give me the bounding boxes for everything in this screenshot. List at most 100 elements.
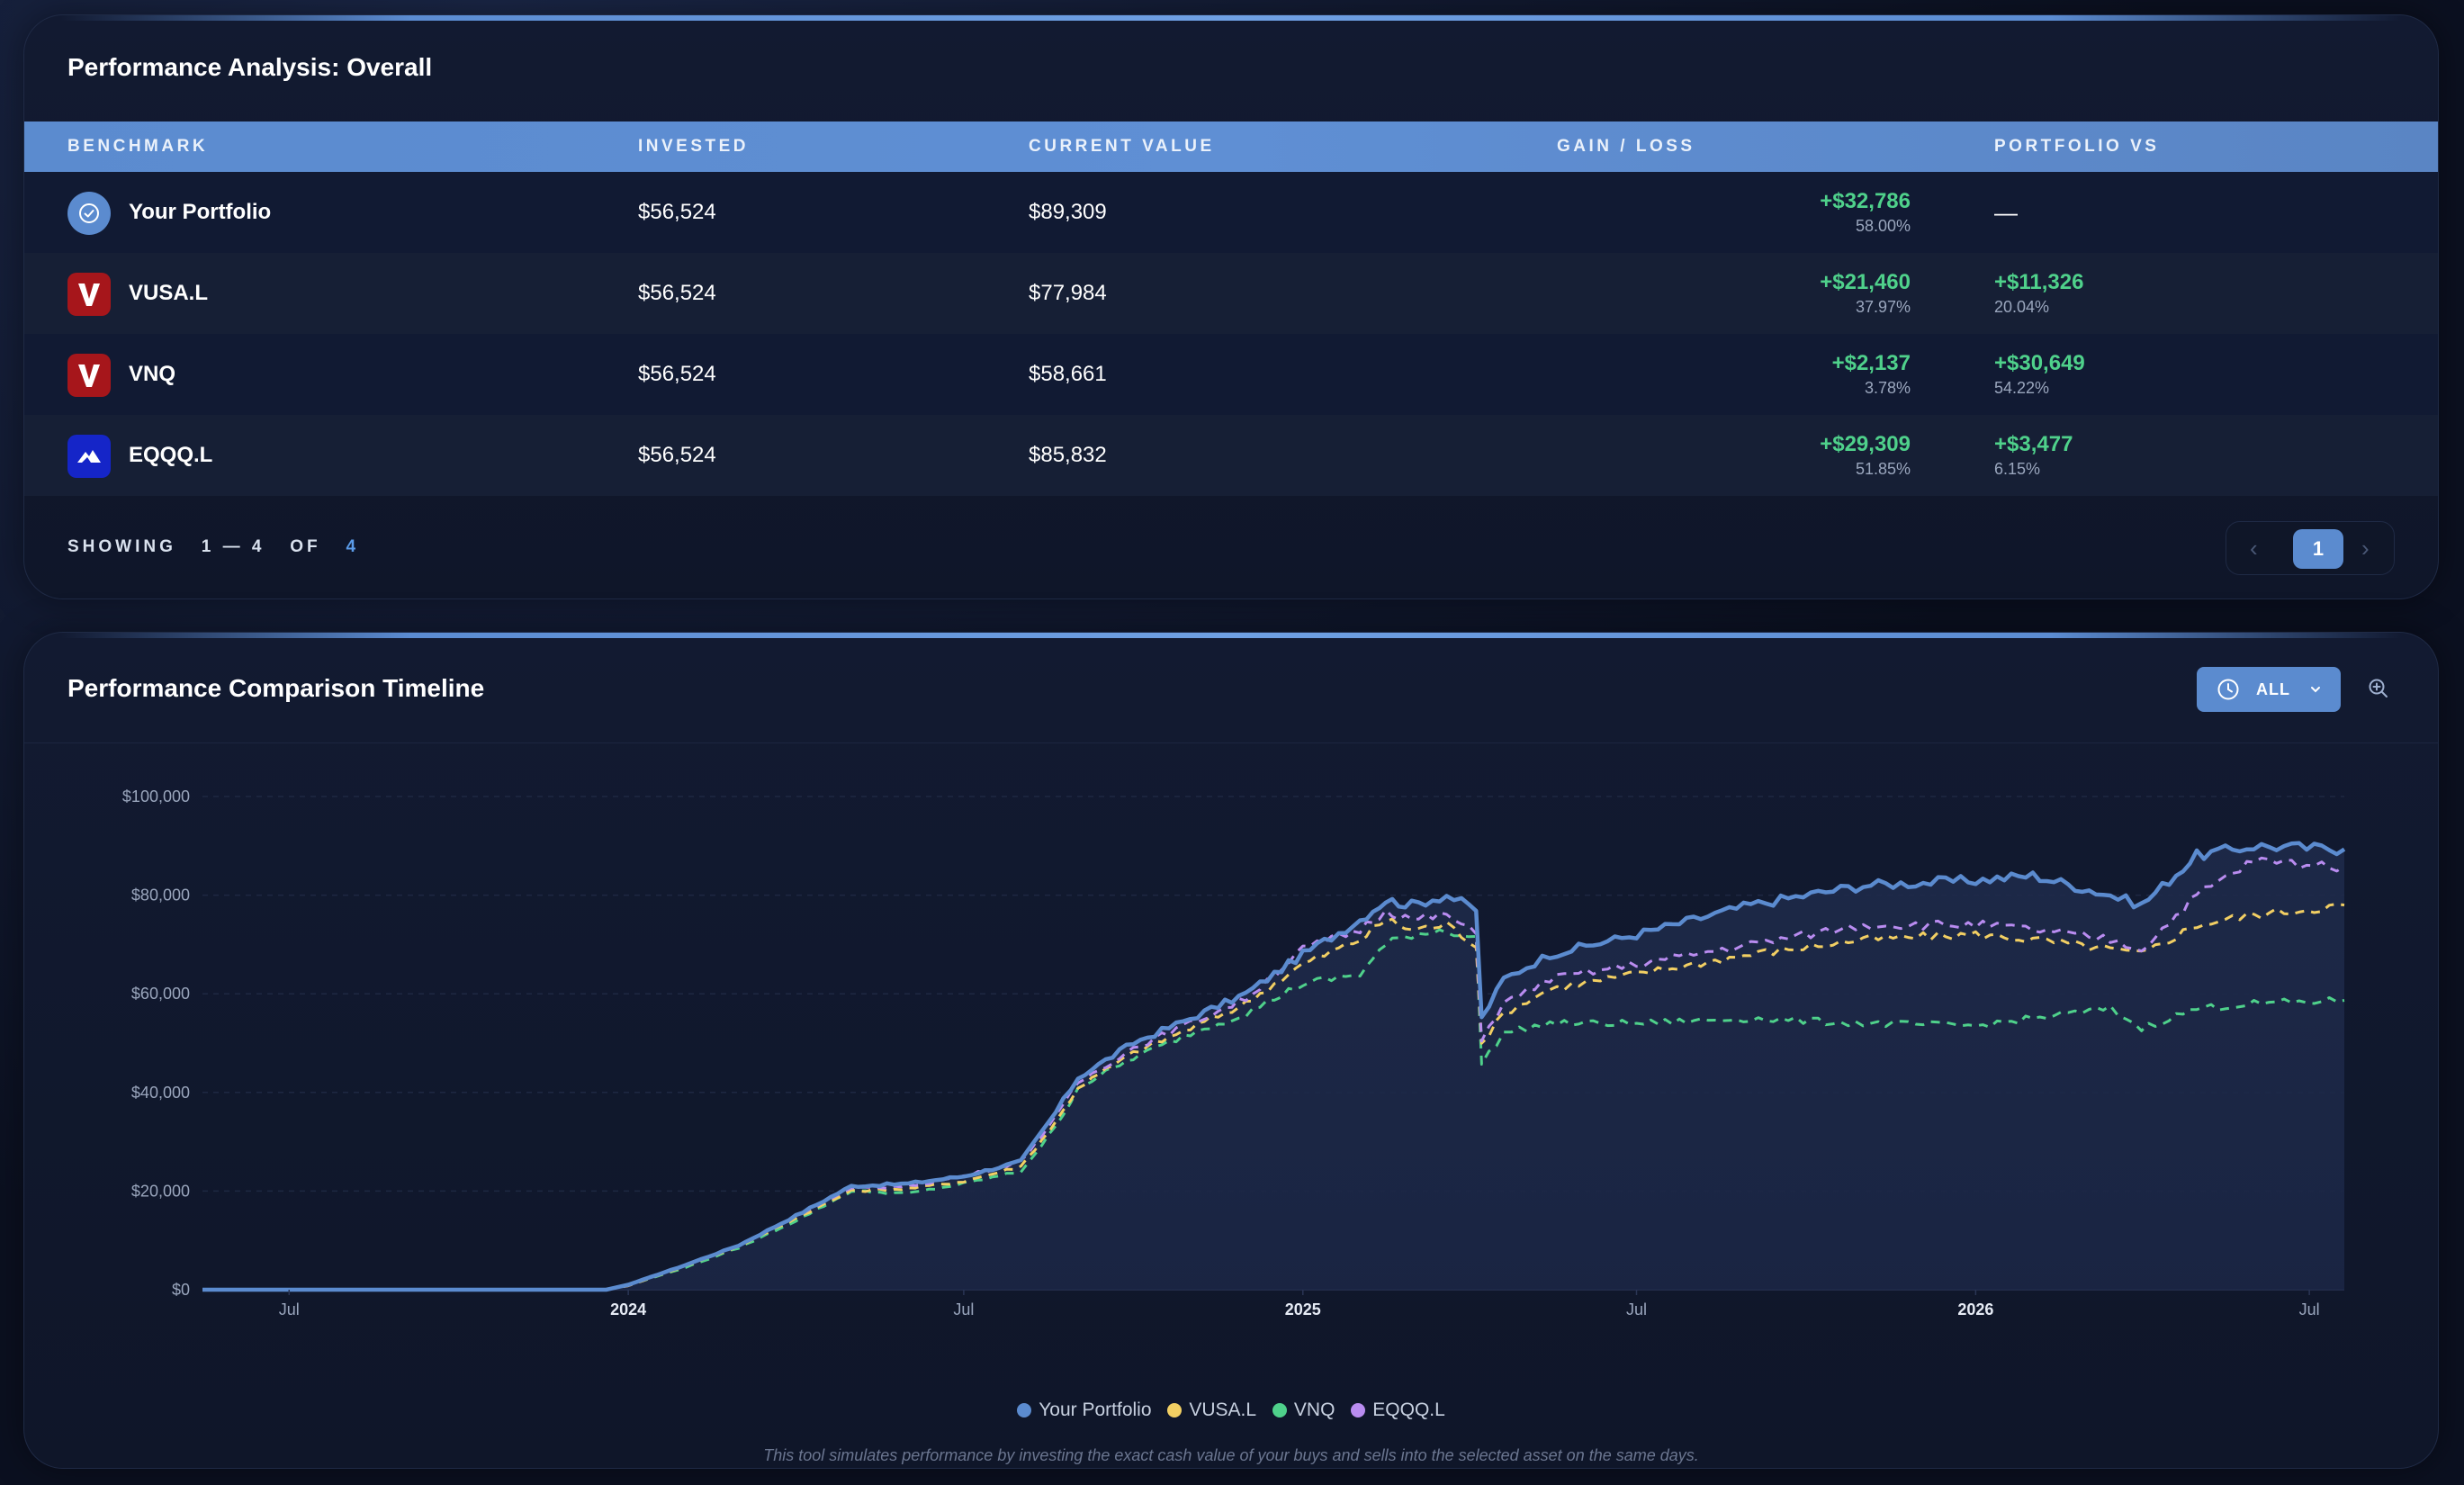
gain-loss-cell: +$2,137 3.78% — [1832, 350, 1911, 399]
invested-value: $56,524 — [638, 362, 716, 386]
showing-label: SHOWING — [67, 537, 176, 556]
simulation-footnote: This tool simulates performance by inves… — [763, 1446, 1699, 1464]
chart-lines-layer — [202, 841, 2346, 1292]
x-tick-label: Jul — [279, 1300, 300, 1318]
vs-amount: +$11,326 — [1994, 270, 2084, 294]
vs-percent: 6.15% — [1994, 460, 2041, 478]
legend-dot — [1017, 1403, 1032, 1418]
vs-amount: +$30,649 — [1994, 351, 2085, 375]
x-tick-label: Jul — [1626, 1300, 1647, 1318]
invested-value: $56,524 — [638, 281, 716, 305]
chart-axes: $0 $20,000 $40,000 $60,000 $80,000 $100,000 Ju… — [122, 788, 2320, 1318]
chevron-down-icon — [2311, 687, 2320, 693]
gain-percent: 51.85% — [1855, 460, 1911, 478]
gain-amount: +$29,309 — [1820, 432, 1911, 456]
timeline-card: Performance Comparison Timeline ALL $0 $2… — [23, 632, 2439, 1469]
page-button-current[interactable]: 1 — [2293, 529, 2343, 569]
column-header-current-value[interactable]: CURRENT VALUE — [1029, 137, 1215, 156]
column-header-benchmark[interactable]: BENCHMARK — [67, 137, 209, 156]
pagination-summary: SHOWING 1 — 4 OF 4 — [67, 537, 359, 557]
current-value: $58,661 — [1029, 362, 1107, 386]
x-tick-label: Jul — [953, 1300, 974, 1318]
portfolio-vs-cell: +$3,477 6.15% — [1994, 431, 2073, 480]
chart-area-layer — [202, 842, 2344, 1290]
showing-of: OF — [290, 537, 321, 556]
legend-item-vusa[interactable]: VUSA.L — [1167, 1400, 1256, 1421]
x-tick-label: 2026 — [1957, 1300, 1993, 1318]
y-tick-label: $100,000 — [122, 788, 190, 806]
table-row[interactable]: VUSA.L $56,524 $77,984 +$21,460 37.97% +… — [24, 253, 2438, 334]
chevron-right-icon[interactable]: › — [2361, 535, 2370, 562]
benchmark-name: VUSA.L — [129, 281, 209, 305]
y-tick-label: $60,000 — [131, 985, 190, 1003]
invested-value: $56,524 — [638, 200, 716, 224]
portfolio-area-fill — [202, 842, 2344, 1290]
performance-title: Performance Analysis: Overall — [67, 53, 433, 81]
gain-percent: 58.00% — [1855, 217, 1911, 235]
legend-dot — [1167, 1403, 1183, 1418]
gain-loss-cell: +$21,460 37.97% — [1820, 269, 1911, 318]
pagination: ‹ 1 › — [2226, 521, 2395, 575]
benchmark-name: EQQQ.L — [129, 443, 213, 467]
chart-legend: Your Portfolio VUSA.L VNQ EQQQ.L — [24, 1400, 2438, 1421]
timeline-title: Performance Comparison Timeline — [67, 674, 485, 702]
column-header-gain-loss[interactable]: GAIN / LOSS — [1557, 137, 1695, 156]
gain-amount: +$2,137 — [1831, 351, 1911, 375]
gain-loss-cell: +$32,786 58.00% — [1820, 188, 1911, 237]
legend-item-eqqq[interactable]: EQQQ.L — [1351, 1400, 1445, 1421]
portfolio-vs-cell: +$11,326 20.04% — [1994, 269, 2083, 318]
header-divider — [24, 742, 2438, 743]
legend-label: VUSA.L — [1189, 1400, 1257, 1420]
portfolio-vs-value: — — [1994, 199, 2018, 226]
legend-item-portfolio[interactable]: Your Portfolio — [1017, 1400, 1152, 1421]
table-row[interactable]: VNQ $56,524 $58,661 +$2,137 3.78% +$30,6… — [24, 334, 2438, 415]
legend-dot — [1272, 1403, 1287, 1418]
column-header-portfolio-vs[interactable]: PORTFOLIO VS — [1994, 137, 2160, 156]
current-value: $89,309 — [1029, 200, 1107, 224]
time-range-dropdown[interactable]: ALL — [2197, 667, 2341, 712]
showing-total: 4 — [346, 537, 360, 556]
benchmark-name: VNQ — [129, 362, 176, 386]
gain-amount: +$32,786 — [1820, 189, 1911, 213]
y-tick-label: $80,000 — [131, 886, 190, 904]
gain-percent: 3.78% — [1864, 379, 1911, 397]
vanguard-logo-icon — [67, 354, 111, 397]
current-value: $77,984 — [1029, 281, 1107, 305]
x-tick-label: 2025 — [1285, 1300, 1321, 1318]
x-tick-label: 2024 — [610, 1300, 646, 1318]
gain-amount: +$21,460 — [1820, 270, 1911, 294]
legend-label: VNQ — [1293, 1400, 1335, 1420]
legend-label: Your Portfolio — [1039, 1400, 1152, 1420]
legend-label: EQQQ.L — [1372, 1400, 1445, 1420]
benchmark-name: Your Portfolio — [129, 200, 272, 224]
legend-item-vnq[interactable]: VNQ — [1272, 1400, 1335, 1421]
vs-amount: +$3,477 — [1994, 432, 2073, 456]
legend-dot — [1351, 1403, 1366, 1418]
chevron-left-icon[interactable]: ‹ — [2250, 535, 2258, 562]
table-row[interactable]: Your Portfolio $56,524 $89,309 +$32,786 … — [24, 172, 2438, 253]
showing-range: 1 — 4 — [201, 537, 265, 556]
gain-percent: 37.97% — [1855, 298, 1911, 316]
y-tick-label: $20,000 — [131, 1182, 190, 1200]
current-value: $85,832 — [1029, 443, 1107, 467]
invested-value: $56,524 — [638, 443, 716, 467]
table-row[interactable]: EQQQ.L $56,524 $85,832 +$29,309 51.85% +… — [24, 415, 2438, 496]
performance-analysis-card: Performance Analysis: Overall BENCHMARK … — [23, 14, 2439, 599]
gain-loss-cell: +$29,309 51.85% — [1820, 431, 1911, 480]
timeline-chart[interactable]: $0 $20,000 $40,000 $60,000 $80,000 $100,000 Ju… — [24, 633, 2438, 1398]
y-tick-label: $0 — [172, 1281, 190, 1299]
invesco-logo-icon — [67, 435, 111, 478]
column-header-invested[interactable]: INVESTED — [638, 137, 750, 156]
zoom-in-icon[interactable] — [2368, 678, 2389, 699]
clock-icon — [2217, 679, 2239, 700]
table-header: BENCHMARK INVESTED CURRENT VALUE GAIN / … — [24, 122, 2438, 172]
series-line-your-portfolio[interactable] — [202, 841, 2346, 1292]
vs-percent: 54.22% — [1994, 379, 2050, 397]
time-range-label: ALL — [2256, 680, 2290, 698]
portfolio-icon — [67, 192, 111, 235]
vanguard-logo-icon — [67, 273, 111, 316]
vs-percent: 20.04% — [1994, 298, 2050, 316]
x-tick-label: Jul — [2299, 1300, 2320, 1318]
y-tick-label: $40,000 — [131, 1084, 190, 1102]
portfolio-vs-cell: +$30,649 54.22% — [1994, 350, 2085, 399]
